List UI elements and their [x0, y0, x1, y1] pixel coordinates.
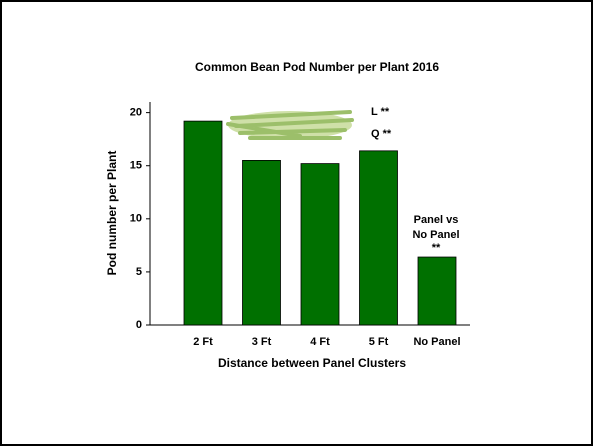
bar — [242, 160, 281, 326]
annotation: ** — [432, 242, 441, 254]
x-tick-label: 3 Ft — [252, 336, 272, 348]
bar — [417, 256, 457, 326]
annotation: L ** — [371, 106, 390, 118]
x-tick-label: No Panel — [413, 336, 460, 348]
y-tick-label: 0 — [136, 319, 142, 331]
bean-pods — [226, 110, 354, 140]
y-axis-title: Pod number per Plant — [105, 151, 119, 276]
x-tick-label: 2 Ft — [193, 336, 213, 348]
y-tick-label: 10 — [130, 213, 142, 225]
bar — [359, 150, 398, 326]
x-axis-title: Distance between Panel Clusters — [218, 356, 406, 370]
chart-title: Common Bean Pod Number per Plant 2016 — [195, 60, 439, 74]
y-tick-label: 20 — [130, 107, 142, 119]
y-tick-label: 15 — [130, 160, 142, 172]
bean-picture — [226, 110, 354, 140]
annotation: Q ** — [371, 128, 392, 140]
bar — [183, 120, 223, 326]
annotation: Panel vs — [414, 214, 459, 226]
bar — [300, 163, 340, 326]
x-tick-label: 5 Ft — [369, 336, 389, 348]
y-tick-label: 5 — [136, 266, 142, 278]
x-tick-label: 4 Ft — [310, 336, 330, 348]
annotation: No Panel — [412, 229, 459, 241]
